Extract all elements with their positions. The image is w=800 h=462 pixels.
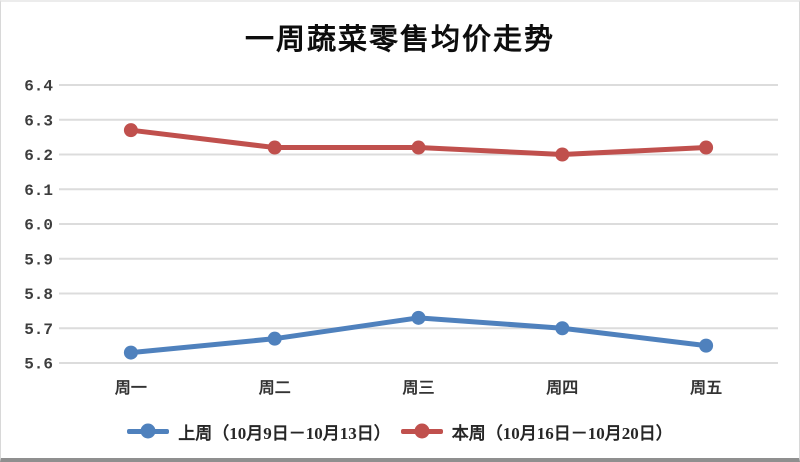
line-chart-plot-area: 5.6 5.7 5.8 5.9 6.0 6.1 6.2 6.3 6.4 周一 周二 周三 周四 周五 — [24, 78, 778, 397]
legend-marker-icon — [127, 423, 170, 439]
x-axis-tick-label: 周四 — [546, 379, 578, 397]
y-axis-tick-label: 5.8 — [24, 286, 53, 304]
data-point-marker — [555, 321, 570, 336]
y-axis-tick-label: 5.9 — [24, 251, 53, 269]
y-axis-tick-label: 6.2 — [24, 147, 53, 165]
x-axis-tick-label: 周一 — [115, 379, 147, 397]
data-point-marker — [411, 310, 426, 325]
y-axis-tick-label: 5.7 — [24, 321, 53, 339]
data-point-marker — [411, 140, 426, 155]
y-axis-tick-label: 6.0 — [24, 217, 53, 235]
x-axis-tick-label: 周五 — [690, 379, 722, 397]
legend-dot-icon — [140, 423, 156, 439]
y-axis-tick-label: 6.1 — [24, 182, 53, 200]
legend-dot-icon — [414, 423, 430, 439]
data-point-marker — [267, 140, 282, 155]
chart-legend: 上周（10月9日－10月13日） 本周（10月16日－10月20日） — [1, 412, 799, 450]
legend-item: 上周（10月9日－10月13日） — [127, 419, 391, 444]
legend-item: 本周（10月16日－10月20日） — [400, 419, 673, 444]
y-axis-tick-label: 6.3 — [24, 112, 53, 130]
legend-marker-icon — [400, 423, 443, 439]
x-axis-tick-label: 周三 — [402, 379, 434, 397]
data-point-marker — [699, 338, 714, 353]
chart-title: 一周蔬菜零售均价走势 — [244, 24, 555, 56]
data-point-marker — [555, 147, 570, 162]
y-axis-tick-label: 5.6 — [24, 356, 53, 374]
legend-label: 上周（10月9日－10月13日） — [178, 423, 391, 443]
legend-label: 本周（10月16日－10月20日） — [451, 423, 673, 443]
data-point-marker — [123, 123, 138, 138]
data-point-marker — [267, 331, 282, 346]
y-axis-tick-label: 6.4 — [24, 78, 53, 96]
data-point-marker — [123, 345, 138, 360]
data-point-marker — [699, 140, 714, 155]
x-axis-tick-label: 周二 — [259, 379, 291, 397]
